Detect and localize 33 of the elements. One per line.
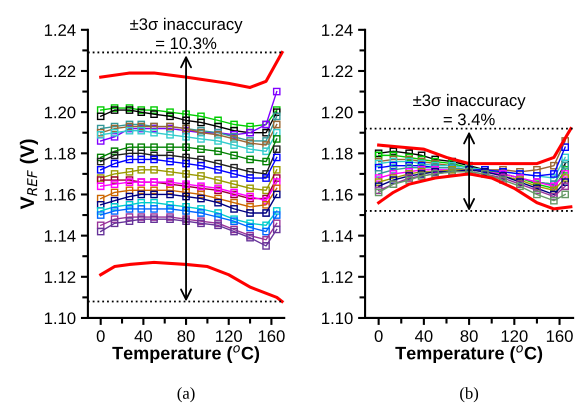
y-tick-label: 1.10 xyxy=(44,312,76,324)
x-tick-label: 160 xyxy=(546,330,573,342)
annotation: ±3σ inaccuracy = 10.3% xyxy=(130,18,243,50)
y-tick-label: 1.24 xyxy=(322,24,353,36)
annotation: ±3σ inaccuracy = 3.4% xyxy=(413,94,526,126)
x-tick-label: 160 xyxy=(258,330,285,342)
text: (b) xyxy=(460,387,478,402)
y-tick-label: 1.24 xyxy=(44,24,76,36)
x-tick-label: 0 xyxy=(374,330,383,342)
x-tick-label: 80 xyxy=(460,330,478,342)
y-tick-label: 1.18 xyxy=(44,148,76,160)
x-tick-label: 0 xyxy=(96,330,105,342)
x-tick-label: 80 xyxy=(178,330,195,342)
x-tick-label: 40 xyxy=(414,330,432,342)
y-tick-label: 1.14 xyxy=(322,230,353,242)
y-tick-label: 1.12 xyxy=(44,271,76,283)
y-tick-label: 1.16 xyxy=(44,188,76,201)
y-axis-title: V$_{REF}$ (V) xyxy=(20,139,38,210)
y-tick-label: 1.14 xyxy=(44,230,76,242)
y-tick-label: 1.10 xyxy=(322,312,353,324)
y-tick-label: 1.16 xyxy=(322,188,353,201)
y-tick-label: 1.12 xyxy=(322,271,352,283)
x-axis-title: Temperature ($^{o}$C) xyxy=(395,345,542,364)
y-tick-label: 1.18 xyxy=(322,148,353,160)
x-axis-title: Temperature ($^{o}$C) xyxy=(112,345,260,364)
x-tick-label: 40 xyxy=(134,330,152,342)
x-tick-label: 120 xyxy=(502,330,528,342)
y-tick-label: 1.22 xyxy=(322,65,352,78)
y-tick-label: 1.20 xyxy=(322,106,353,118)
x-tick-label: 120 xyxy=(216,330,242,342)
y-tick-label: 1.22 xyxy=(44,65,76,78)
text: (a) xyxy=(178,387,195,402)
y-tick-label: 1.20 xyxy=(44,106,76,118)
